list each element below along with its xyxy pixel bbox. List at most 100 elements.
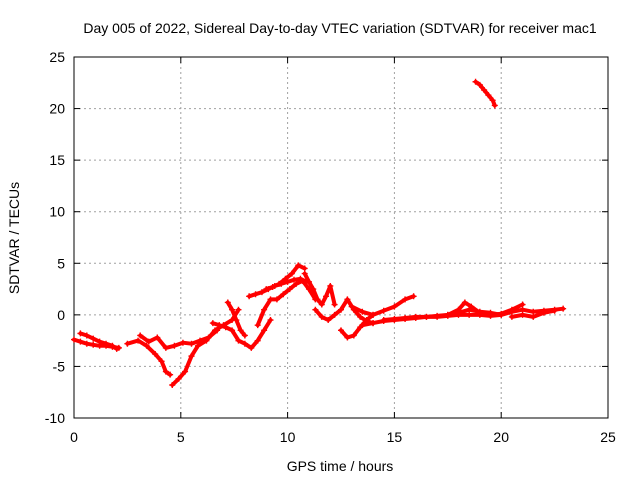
- data-point: [519, 311, 526, 318]
- data-point: [301, 270, 308, 277]
- data-point: [203, 337, 210, 344]
- series-track-6: [209, 317, 274, 351]
- data-point: [391, 303, 398, 310]
- data-point: [152, 351, 159, 358]
- data-point: [331, 311, 338, 318]
- data-point: [267, 317, 274, 324]
- series-track-19: [472, 78, 498, 109]
- data-point: [269, 284, 276, 291]
- series-trace: [170, 307, 241, 387]
- data-point: [485, 92, 492, 99]
- data-point: [481, 87, 488, 94]
- data-point: [167, 371, 174, 378]
- series-track-10: [263, 262, 308, 293]
- data-point: [261, 306, 268, 313]
- data-point: [154, 334, 161, 341]
- data-series: [71, 78, 567, 388]
- data-point: [284, 278, 291, 285]
- series-track-2: [77, 330, 120, 352]
- data-point: [370, 311, 377, 318]
- data-point: [188, 353, 195, 360]
- series-track-13: [338, 311, 377, 341]
- data-point: [295, 262, 302, 269]
- data-point: [248, 344, 255, 351]
- data-point: [103, 340, 110, 347]
- data-point: [293, 280, 300, 287]
- y-tick-label: 25: [49, 49, 65, 65]
- data-point: [237, 327, 244, 334]
- data-point: [434, 312, 441, 319]
- data-point: [487, 311, 494, 318]
- x-tick-label: 15: [387, 429, 403, 445]
- data-point: [489, 97, 496, 104]
- data-point: [83, 340, 90, 347]
- y-tick-label: 15: [49, 152, 65, 168]
- data-point: [455, 306, 462, 313]
- data-point: [124, 340, 131, 347]
- data-point: [261, 327, 268, 334]
- data-point: [350, 332, 357, 339]
- data-point: [357, 313, 364, 320]
- data-point: [323, 293, 330, 300]
- y-tick-label: -5: [53, 358, 66, 374]
- data-point: [90, 335, 97, 342]
- data-point: [145, 338, 152, 345]
- data-point: [380, 307, 387, 314]
- data-point: [325, 317, 332, 324]
- data-point: [273, 296, 280, 303]
- data-point: [291, 276, 298, 283]
- data-point: [254, 322, 261, 329]
- data-point: [560, 305, 567, 312]
- data-point: [472, 78, 479, 85]
- series-trace: [302, 271, 337, 307]
- data-point: [466, 306, 473, 313]
- data-point: [282, 275, 289, 282]
- data-point: [188, 340, 195, 347]
- data-point: [312, 306, 319, 313]
- data-point: [370, 320, 377, 327]
- data-point: [252, 291, 259, 298]
- x-tick-label: 20: [493, 429, 509, 445]
- data-point: [182, 368, 189, 375]
- data-point: [211, 327, 218, 334]
- data-point: [314, 296, 321, 303]
- data-point: [402, 314, 409, 321]
- data-point: [359, 308, 366, 315]
- data-point: [276, 280, 283, 287]
- data-point: [77, 330, 84, 337]
- data-point: [258, 289, 265, 296]
- data-point: [363, 317, 370, 324]
- data-point: [109, 342, 116, 349]
- data-point: [235, 337, 242, 344]
- series-track-17: [444, 299, 526, 318]
- data-point: [468, 303, 475, 310]
- data-point: [344, 296, 351, 303]
- data-point: [71, 336, 77, 343]
- data-point: [263, 286, 270, 293]
- data-point: [143, 342, 150, 349]
- data-point: [551, 307, 558, 314]
- data-point: [209, 320, 216, 327]
- x-axis-label: GPS time / hours: [287, 458, 394, 474]
- data-point: [246, 293, 253, 300]
- data-point: [301, 265, 308, 272]
- y-axis-label: SDTVAR / TECUs: [6, 182, 22, 294]
- data-point: [305, 278, 312, 285]
- data-point: [344, 334, 351, 341]
- series-trace: [339, 312, 375, 340]
- data-point: [77, 338, 84, 345]
- data-point: [229, 306, 236, 313]
- series-trace: [138, 328, 220, 350]
- y-tick-label: 5: [57, 255, 65, 271]
- series-track-11: [301, 270, 338, 308]
- data-point: [241, 332, 248, 339]
- data-point: [380, 317, 387, 324]
- series-track-14: [348, 293, 417, 318]
- series-track-3: [124, 337, 174, 378]
- series-trace: [210, 318, 273, 350]
- data-point: [162, 344, 169, 351]
- data-point: [267, 296, 274, 303]
- data-point: [83, 332, 90, 339]
- data-point: [508, 306, 515, 313]
